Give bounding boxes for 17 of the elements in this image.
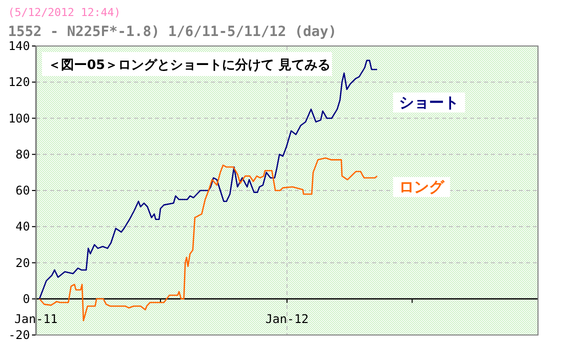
y-tick-label: 20	[16, 256, 30, 270]
series-label: ロング	[399, 178, 446, 196]
y-tick-label: 120	[8, 75, 30, 90]
x-tick-label: Jan-12	[265, 312, 309, 326]
y-tick-label: 40	[16, 220, 30, 234]
y-tick-label: 140	[8, 39, 30, 53]
x-tick-label: Jan-11	[14, 312, 58, 326]
line-series	[38, 60, 378, 300]
text: (5/12/2012 12:44)	[8, 6, 121, 19]
text: ショート	[399, 93, 460, 112]
y-tick-label: -20	[8, 328, 30, 342]
y-tick-label: 100	[8, 111, 30, 126]
y-tick-label: 0	[22, 292, 30, 306]
y-tick-label: 60	[16, 184, 30, 198]
chart-title: 1552 - N225F*-1.8) 1/6/11-5/11/12 (day)	[8, 24, 337, 40]
text: ＜図ー05＞ロングとショートに分けて 見てみる	[48, 58, 331, 73]
y-tick-label: 80	[16, 147, 30, 162]
